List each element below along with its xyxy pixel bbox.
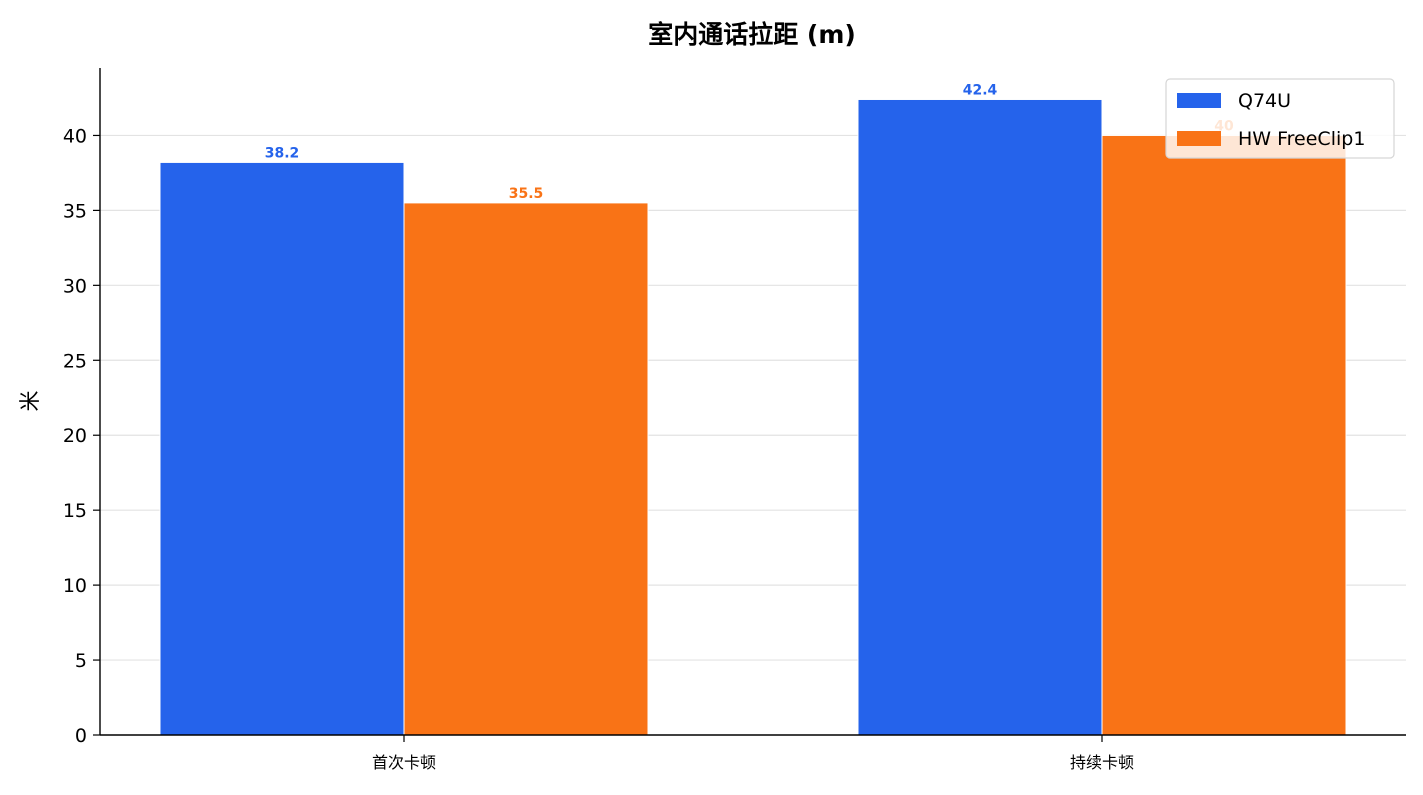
y-tick-label-35: 35: [63, 200, 87, 222]
legend: Q74U HW FreeClip1: [1165, 78, 1395, 159]
x-tick-label-0: 首次卡顿: [372, 753, 436, 772]
y-tick-label-10: 10: [63, 575, 87, 597]
data-label-hw-freeclip1-0: 35.5: [509, 186, 544, 202]
bar-q74u-0: [159, 161, 405, 736]
x-tick-label-1: 持续卡顿: [1070, 753, 1134, 772]
data-label-q74u-1: 42.4: [963, 82, 998, 98]
y-tick-label-15: 15: [63, 500, 87, 522]
bar-q74u-1: [857, 98, 1103, 736]
legend-box: [1165, 78, 1395, 159]
y-tick-label-40: 40: [63, 125, 87, 147]
bars: [159, 98, 1347, 736]
chart-title: 室内通话拉距 (m): [648, 20, 856, 49]
y-axis-label: 米: [18, 391, 42, 412]
data-label-q74u-0: 38.2: [265, 145, 300, 161]
axes: [93, 68, 1406, 742]
y-tick-label-20: 20: [63, 425, 87, 447]
tick-labels: 0 5 10 15 20 25 30 35 40 首次卡顿 持续卡顿: [63, 125, 1134, 772]
y-tick-label-0: 0: [75, 725, 87, 747]
y-tick-label-25: 25: [63, 350, 87, 372]
legend-swatch-hw-freeclip1: [1177, 131, 1221, 146]
legend-label-q74u: Q74U: [1238, 90, 1291, 112]
legend-label-hw-freeclip1: HW FreeClip1: [1238, 128, 1365, 150]
legend-swatch-q74u: [1177, 93, 1221, 108]
y-tick-label-5: 5: [75, 650, 87, 672]
y-tick-label-30: 30: [63, 275, 87, 297]
bar-hw-freeclip1-1: [1101, 134, 1347, 736]
bar-hw-freeclip1-0: [403, 202, 649, 736]
